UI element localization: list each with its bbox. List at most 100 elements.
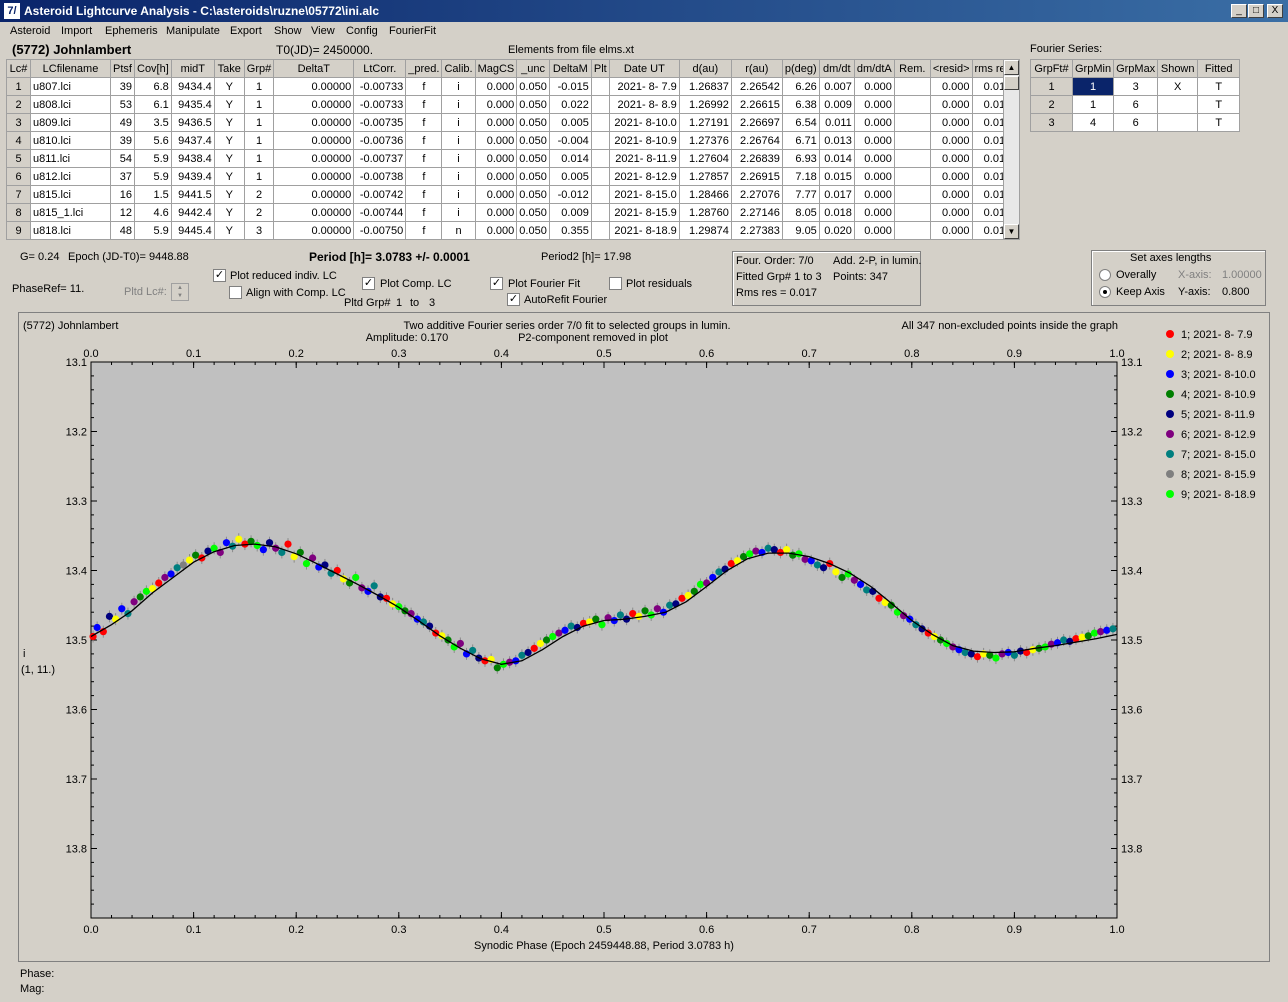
cell-ltcorr[interactable]: -0.00735 — [353, 113, 407, 132]
cell-resid[interactable]: 0.000 — [929, 113, 973, 132]
overall-radio[interactable] — [1099, 269, 1111, 281]
cell-r-au[interactable]: 2.27383 — [730, 221, 783, 240]
cell-magcs[interactable]: 0.000 — [474, 203, 518, 222]
table-row[interactable]: 9 u818.lci 48 5.9 9445.4 Y 3 0.00000 -0.00750 f n 0… — [6, 221, 1015, 240]
cell-dmdta[interactable]: 0.000 — [853, 113, 895, 132]
cell-plt[interactable] — [590, 131, 610, 150]
cell-deltat[interactable]: 0.00000 — [273, 221, 355, 240]
cell-rem[interactable] — [893, 167, 931, 186]
cell-shown[interactable] — [1157, 95, 1199, 114]
cell-deltam[interactable]: 0.014 — [548, 149, 592, 168]
lightcurve-chart[interactable]: 0.0 0.0 0.1 0.1 0.2 0.2 0.3 0.3 0.4 0.4 0.5 0.5 0.6 0… — [19, 313, 1269, 961]
cell-date-ut[interactable]: 2021- 8-15.0 — [608, 185, 680, 204]
cell-deltat[interactable]: 0.00000 — [273, 185, 355, 204]
cell-ptsf[interactable]: 39 — [110, 131, 135, 150]
cell-dmdt[interactable]: 0.013 — [818, 131, 855, 150]
cell-plt[interactable] — [590, 203, 610, 222]
cell-resid[interactable]: 0.000 — [929, 185, 973, 204]
plot-reduced-checkbox[interactable]: ✓ — [213, 269, 226, 282]
cell-lc[interactable]: 9 — [6, 221, 31, 240]
cell-dmdta[interactable]: 0.000 — [853, 221, 895, 240]
menu-import[interactable]: Import — [61, 25, 93, 37]
cell-dmdt[interactable]: 0.018 — [818, 203, 855, 222]
cell-plt[interactable] — [590, 167, 610, 186]
col-r-au[interactable]: r(au) — [730, 59, 783, 78]
cell-dmdt[interactable]: 0.014 — [818, 149, 855, 168]
cell-lc[interactable]: 3 — [6, 113, 31, 132]
col-resid[interactable]: <resid> — [929, 59, 973, 78]
keep-axis-radio[interactable] — [1099, 286, 1111, 298]
cell-deltat[interactable]: 0.00000 — [273, 203, 355, 222]
cell-p-deg[interactable]: 9.05 — [781, 221, 820, 240]
cell-lc[interactable]: 2 — [6, 95, 31, 114]
col-take[interactable]: Take — [213, 59, 245, 78]
cell-deltam[interactable]: 0.022 — [548, 95, 592, 114]
cell-calib[interactable]: i — [441, 95, 476, 114]
cell-magcs[interactable]: 0.000 — [474, 131, 518, 150]
cell-calib[interactable]: i — [441, 77, 476, 96]
col-ptsf[interactable]: Ptsf — [110, 59, 135, 78]
cell-date-ut[interactable]: 2021- 8-11.9 — [608, 149, 680, 168]
table-row[interactable]: 6 u812.lci 37 5.9 9439.4 Y 1 0.00000 -0.00738 f i 0… — [6, 167, 1015, 186]
cell-d-au[interactable]: 1.28466 — [678, 185, 732, 204]
col-rem[interactable]: Rem. — [893, 59, 931, 78]
plot-comp-checkbox[interactable]: ✓ — [362, 277, 375, 290]
cell-lcfilename[interactable]: u818.lci — [30, 221, 111, 240]
cell-cov[interactable]: 5.9 — [134, 149, 172, 168]
cell-r-au[interactable]: 2.26542 — [730, 77, 783, 96]
cell-plt[interactable] — [590, 185, 610, 204]
col-ltcorr[interactable]: LtCorr. — [353, 59, 407, 78]
cell-ptsf[interactable]: 39 — [110, 77, 135, 96]
cell-dmdta[interactable]: 0.000 — [853, 149, 895, 168]
cell-grp[interactable]: 1 — [243, 113, 275, 132]
cell-r-au[interactable]: 2.27146 — [730, 203, 783, 222]
cell-fitted[interactable]: T — [1197, 113, 1241, 132]
cell-unc[interactable]: 0.050 — [516, 113, 550, 132]
cell-deltat[interactable]: 0.00000 — [273, 95, 355, 114]
cell-fitted[interactable]: T — [1197, 77, 1241, 96]
cell-p-deg[interactable]: 8.05 — [781, 203, 820, 222]
table-row[interactable]: 2 u808.lci 53 6.1 9435.4 Y 1 0.00000 -0.00733 f i 0… — [6, 95, 1015, 114]
pltd-grp-from[interactable]: 1 — [396, 297, 403, 309]
cell-magcs[interactable]: 0.000 — [474, 185, 518, 204]
cell-d-au[interactable]: 1.27376 — [678, 131, 732, 150]
cell-rem[interactable] — [893, 203, 931, 222]
cell-r-au[interactable]: 2.27076 — [730, 185, 783, 204]
cell-plt[interactable] — [590, 95, 610, 114]
cell-cov[interactable]: 6.8 — [134, 77, 172, 96]
cell-deltam[interactable]: -0.004 — [548, 131, 592, 150]
cell-unc[interactable]: 0.050 — [516, 77, 550, 96]
cell-shown[interactable]: X — [1157, 77, 1199, 96]
col-deltam[interactable]: DeltaM — [548, 59, 592, 78]
col-midt[interactable]: midT — [170, 59, 215, 78]
menu-fourierfit[interactable]: FourierFit — [389, 25, 437, 37]
cell-deltam[interactable]: 0.005 — [548, 167, 592, 186]
cell-cov[interactable]: 5.6 — [134, 131, 172, 150]
cell-lc[interactable]: 7 — [6, 185, 31, 204]
cell-dmdta[interactable]: 0.000 — [853, 167, 895, 186]
cell-unc[interactable]: 0.050 — [516, 131, 550, 150]
col-lcfilename[interactable]: LCfilename — [30, 59, 111, 78]
cell-dmdt[interactable]: 0.020 — [818, 221, 855, 240]
cell-grp[interactable]: 2 — [243, 203, 275, 222]
cell-grpmax[interactable]: 6 — [1113, 95, 1159, 114]
cell-dmdt[interactable]: 0.009 — [818, 95, 855, 114]
cell-unc[interactable]: 0.050 — [516, 221, 550, 240]
menu-view[interactable]: View — [311, 25, 335, 37]
cell-cov[interactable]: 5.9 — [134, 167, 172, 186]
pltd-grp-to[interactable]: 3 — [429, 297, 436, 309]
cell-magcs[interactable]: 0.000 — [474, 149, 518, 168]
cell-calib[interactable]: i — [441, 149, 476, 168]
cell-ptsf[interactable]: 12 — [110, 203, 135, 222]
cell-dmdt[interactable]: 0.015 — [818, 167, 855, 186]
cell-cov[interactable]: 1.5 — [134, 185, 172, 204]
cell-take[interactable]: Y — [213, 149, 245, 168]
cell-r-au[interactable]: 2.26915 — [730, 167, 783, 186]
cell-pred[interactable]: f — [405, 221, 443, 240]
cell-lcfilename[interactable]: u815.lci — [30, 185, 111, 204]
cell-dmdta[interactable]: 0.000 — [853, 95, 895, 114]
cell-plt[interactable] — [590, 77, 610, 96]
cell-lcfilename[interactable]: u815_1.lci — [30, 203, 111, 222]
